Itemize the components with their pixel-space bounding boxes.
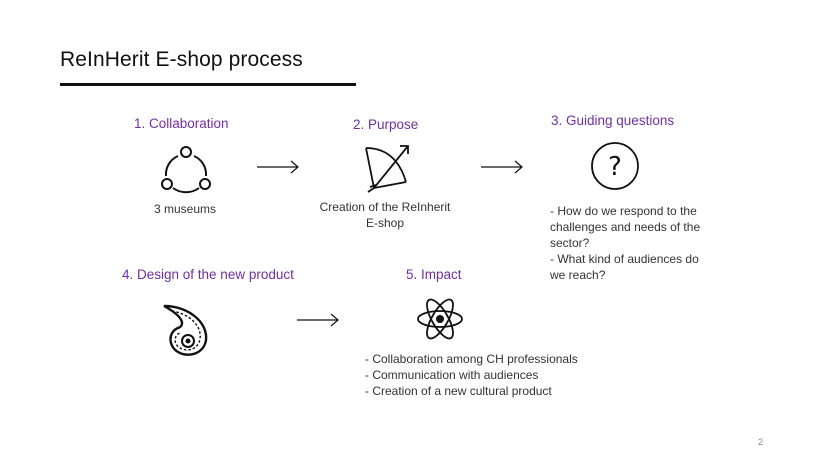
step-3-caption-line-2: challenges and needs of the: [550, 220, 701, 234]
paisley-icon: [163, 304, 208, 356]
title-underline: [60, 83, 356, 86]
step-2-title: 2. Purpose: [353, 117, 419, 132]
question-mark-icon: ?: [591, 142, 639, 190]
page-number: 2: [758, 437, 764, 447]
atom-icon: [417, 298, 463, 340]
step-3-caption-line-1: - How do we respond to the: [550, 204, 697, 218]
step-3-caption-line-3: sector?: [550, 236, 590, 250]
list-item: - Collaboration among CH professionals: [365, 352, 578, 366]
step-3-caption: - How do we respond to the challenges an…: [550, 203, 725, 283]
arrow-right-icon: [481, 160, 523, 174]
svg-text:?: ?: [608, 152, 622, 182]
arrow-right-icon: [297, 313, 339, 327]
step-3-caption-line-5: we reach?: [550, 268, 606, 282]
list-item: - Creation of a new cultural product: [365, 384, 552, 398]
step-2-caption-line-2: E-shop: [365, 216, 405, 230]
step-1-caption: 3 museums: [153, 202, 217, 216]
cycle-icon: [161, 146, 211, 194]
step-2-caption: Creation of the ReInherit E-shop: [310, 199, 460, 231]
arrow-right-icon: [257, 160, 299, 174]
step-3-caption-line-4: - What kind of audiences do: [550, 252, 699, 266]
list-item: - Communication with audiences: [365, 368, 539, 382]
step-3-title: 3. Guiding questions: [551, 113, 675, 128]
step-5-title: 5. Impact: [406, 267, 462, 282]
slide-title: ReInHerit E-shop process: [60, 48, 303, 71]
bow-arrow-icon: [365, 145, 409, 193]
step-2-caption-line-1: Creation of the ReInherit: [319, 200, 451, 214]
step-4-title: 4. Design of the new product: [122, 267, 294, 282]
step-5-items: - Collaboration among CH professionals -…: [365, 351, 605, 399]
step-1-title: 1. Collaboration: [134, 116, 229, 131]
